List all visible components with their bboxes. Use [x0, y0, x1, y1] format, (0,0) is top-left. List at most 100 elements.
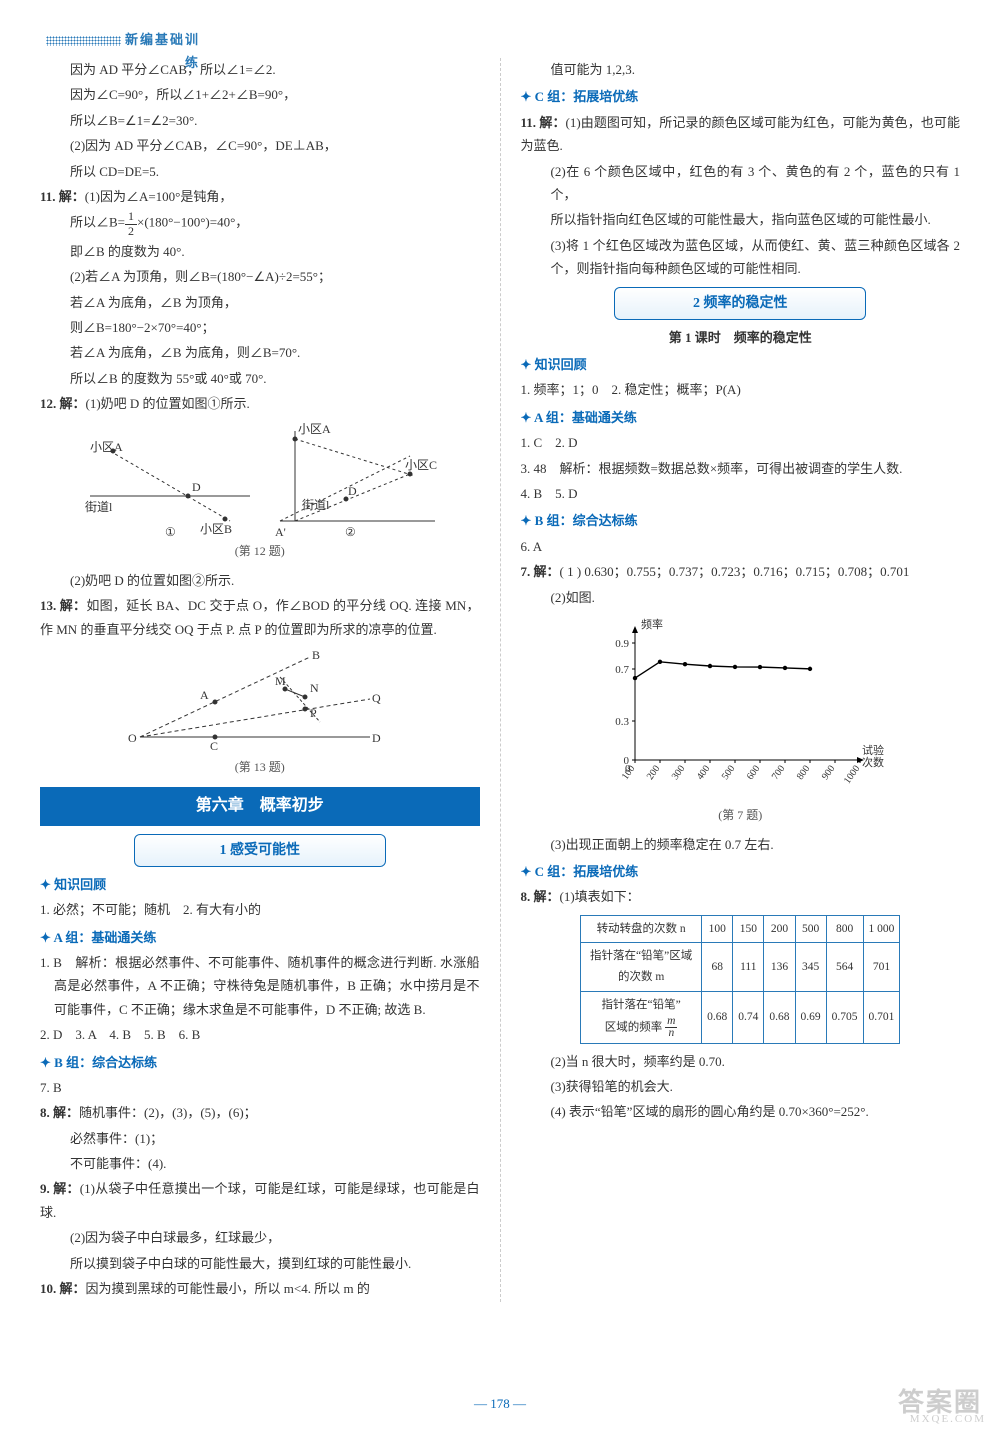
- text-line: 值可能为 1,2,3.: [521, 58, 961, 81]
- svg-text:0: 0: [625, 763, 631, 775]
- text-line: (2)因为袋子中白球最多，红球最少，: [40, 1226, 480, 1249]
- text-line: 7. B: [40, 1076, 480, 1099]
- svg-text:试验: 试验: [862, 743, 884, 757]
- lbl-xiaoquC: 小区C: [405, 458, 437, 472]
- left-column: 因为 AD 平分∠CAB，所以∠1=∠2. 因为∠C=90°，所以∠1+∠2+∠…: [40, 58, 480, 1302]
- text: (1)从袋子中任意摸出一个球，可能是红球，可能是绿球，也可能是白球.: [40, 1181, 479, 1219]
- lbl-street2: 街道l: [302, 498, 330, 512]
- text: (1)由题图可知，所记录的颜色区域可能为红色，可能为黄色，也可能为蓝色.: [521, 115, 960, 153]
- q9-label: 9. 解：: [40, 1181, 80, 1196]
- header-title: 新编基础训练: [125, 32, 200, 70]
- q8-label: 8. 解：: [40, 1105, 79, 1120]
- figure-12-svg: 街道l 小区A 小区B D ① A': [80, 421, 440, 541]
- page-number-value: 178: [490, 1396, 510, 1411]
- q9: 9. 解：(1)从袋子中任意摸出一个球，可能是红球，可能是绿球，也可能是白球.: [40, 1177, 480, 1224]
- text-line: 1. B 解析：根据必然事件、不可能事件、随机事件的概念进行判断. 水涨船高是必…: [40, 951, 480, 1021]
- watermark-url: MXQE.COM: [910, 1410, 986, 1430]
- lbl-circle1: ①: [165, 525, 176, 539]
- text-line: 若∠A 为底角，∠B 为底角，则∠B=70°.: [40, 341, 480, 364]
- lbl-N: N: [310, 681, 319, 695]
- text: ( 1 ) 0.630；0.755；0.737；0.723；0.716；0.71…: [560, 564, 910, 579]
- svg-text:0.9: 0.9: [616, 638, 630, 650]
- text-line: 3. 48 解析：根据频数=数据总数×频率，可得出被调查的学生人数.: [521, 457, 961, 480]
- group-b-2: B 组：综合达标练: [521, 509, 961, 532]
- page-number: — 178 —: [40, 1392, 960, 1415]
- q11r-label: 11. 解：: [521, 115, 566, 130]
- text-line: 所以指针指向红色区域的可能性最大，指向蓝色区域的可能性最小.: [521, 208, 961, 231]
- header-bar: 新编基础训练: [40, 28, 200, 75]
- text-line: 若∠A 为底角，∠B 为顶角，: [40, 291, 480, 314]
- text-line: 即∠B 的度数为 40°.: [40, 240, 480, 263]
- figure-13-svg: O D B Q A C M N P: [120, 647, 400, 757]
- svg-text:900: 900: [820, 763, 838, 782]
- lbl-C: C: [210, 739, 218, 753]
- page: 新编基础训练 因为 AD 平分∠CAB，所以∠1=∠2. 因为∠C=90°，所以…: [0, 0, 1000, 1435]
- text-line: 因为∠C=90°，所以∠1+∠2+∠B=90°，: [40, 83, 480, 106]
- header-ornament: [46, 36, 121, 46]
- svg-text:频率: 频率: [641, 617, 663, 631]
- lbl-xiaoquB: 小区B: [200, 522, 232, 536]
- lbl-xiaoquA2: 小区A: [298, 422, 331, 436]
- q10-label: 10. 解：: [40, 1281, 86, 1296]
- text: ×(180°−100°)=40°，: [137, 215, 248, 230]
- q13-label: 13. 解：: [40, 598, 86, 613]
- text-line: 所以摸到袋子中白球的可能性最大，摸到红球的可能性最小.: [40, 1252, 480, 1275]
- text-line: 1. 必然；不可能；随机 2. 有大有小的: [40, 898, 480, 921]
- q11-label: 11. 解：: [40, 189, 85, 204]
- text-line: 所以∠B=∠1=∠2=30°.: [40, 109, 480, 132]
- text-line: 不可能事件：(4).: [40, 1152, 480, 1175]
- figure-12: 街道l 小区A 小区B D ① A': [40, 421, 480, 563]
- chapter-banner: 第六章 概率初步: [40, 787, 480, 826]
- lbl-circle2: ②: [345, 525, 356, 539]
- text-line: 所以∠B 的度数为 55°或 40°或 70°.: [40, 367, 480, 390]
- section-banner-2: 2 频率的稳定性: [614, 287, 866, 320]
- figure-13: O D B Q A C M N P (第 13 题): [40, 647, 480, 779]
- figure-13-caption: (第 13 题): [40, 757, 480, 779]
- text-line: (2)如图.: [521, 586, 961, 609]
- q11r: 11. 解：(1)由题图可知，所记录的颜色区域可能为红色，可能为黄色，也可能为蓝…: [521, 111, 961, 158]
- lbl-M: M: [275, 674, 286, 688]
- q8r: 8. 解：(1)填表如下：: [521, 885, 961, 908]
- figure-12-caption: (第 12 题): [40, 541, 480, 563]
- lbl-D2: D: [348, 484, 357, 498]
- text-line: 所以∠B=12×(180°−100°)=40°，: [40, 210, 480, 237]
- text-line: 所以 CD=DE=5.: [40, 160, 480, 183]
- group-a: A 组：基础通关练: [40, 926, 480, 949]
- lbl-A: A: [200, 688, 209, 702]
- svg-text:300: 300: [670, 763, 688, 782]
- svg-text:800: 800: [795, 763, 813, 782]
- figure-7-caption: (第 7 题): [521, 805, 961, 827]
- table-8: 转动转盘的次数 n1001502005008001 000指针落在“铅笔”区域的…: [580, 915, 900, 1044]
- column-divider: [500, 58, 501, 1302]
- q7r: 7. 解：( 1 ) 0.630；0.755；0.737；0.723；0.716…: [521, 560, 961, 583]
- text-line: (2)若∠A 为顶角，则∠B=(180°−∠A)÷2=55°；: [40, 265, 480, 288]
- lbl-D: D: [372, 731, 381, 745]
- svg-text:0.7: 0.7: [616, 664, 630, 676]
- lbl-O: O: [128, 731, 137, 745]
- group-c: C 组：拓展培优练: [521, 85, 961, 108]
- lbl-street: 街道l: [85, 500, 113, 514]
- group-a-2: A 组：基础通关练: [521, 406, 961, 429]
- text-line: (3)获得铅笔的机会大.: [521, 1075, 961, 1098]
- content-columns: 因为 AD 平分∠CAB，所以∠1=∠2. 因为∠C=90°，所以∠1+∠2+∠…: [40, 58, 960, 1302]
- text-line: 4. B 5. D: [521, 482, 961, 505]
- svg-text:1000: 1000: [842, 763, 862, 786]
- lbl-Ap: A': [275, 525, 286, 539]
- q8: 8. 解：随机事件：(2)，(3)，(5)，(6)；: [40, 1101, 480, 1124]
- text: 如图，延长 BA、DC 交于点 O，作∠BOD 的平分线 OQ. 连接 MN，作…: [40, 598, 480, 636]
- lbl-B: B: [312, 648, 320, 662]
- q13: 13. 解：如图，延长 BA、DC 交于点 O，作∠BOD 的平分线 OQ. 连…: [40, 594, 480, 641]
- text-line: 1. 频率；1；0 2. 稳定性；概率；P(A): [521, 378, 961, 401]
- group-review: 知识回顾: [40, 873, 480, 896]
- text: (1)因为∠A=100°是钝角，: [85, 189, 233, 204]
- text: (1)填表如下：: [560, 889, 640, 904]
- text-line: 6. A: [521, 535, 961, 558]
- text-line: (3)出现正面朝上的频率稳定在 0.7 左右.: [521, 833, 961, 856]
- svg-text:次数: 次数: [862, 755, 884, 769]
- q11: 11. 解：(1)因为∠A=100°是钝角，: [40, 185, 480, 208]
- text-line: (2)在 6 个颜色区域中，红色的有 3 个、黄色的有 2 个，蓝色的只有 1 …: [521, 160, 961, 207]
- group-c-2: C 组：拓展培优练: [521, 860, 961, 883]
- text-line: 必然事件：(1)；: [40, 1127, 480, 1150]
- text-line: (3)将 1 个红色区域改为蓝色区域，从而使红、黄、蓝三种颜色区域各 2 个，则…: [521, 234, 961, 281]
- svg-text:400: 400: [695, 763, 713, 782]
